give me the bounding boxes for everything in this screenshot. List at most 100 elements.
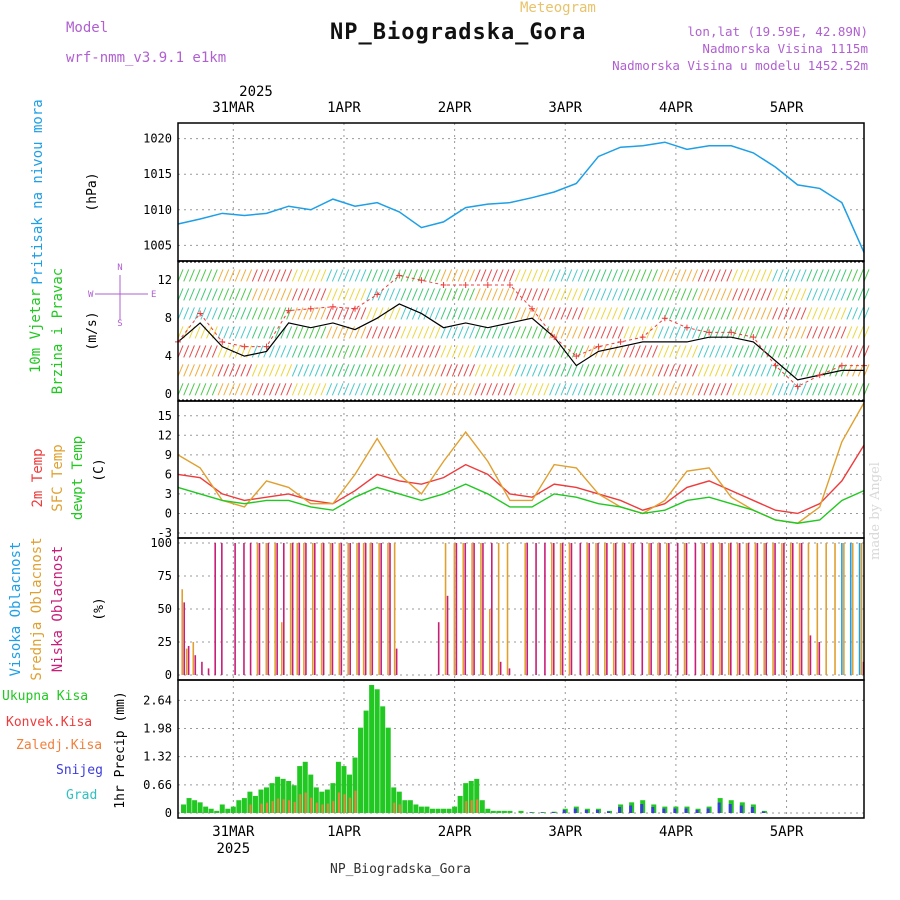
wind-barb-stroke xyxy=(669,364,676,377)
wind-barb-stroke xyxy=(406,383,413,396)
wind-barb-stroke xyxy=(280,288,287,301)
wind-barb-stroke xyxy=(840,307,847,320)
wind-barb-stroke xyxy=(251,383,258,396)
wind-barb-stroke xyxy=(852,288,859,301)
wind-barb-stroke xyxy=(663,269,670,282)
wind-barb-stroke xyxy=(714,345,721,358)
wind-barb-stroke xyxy=(583,383,590,396)
precip-bar xyxy=(252,795,258,813)
precip-snow-bar xyxy=(673,808,677,813)
wind-barb-stroke xyxy=(743,364,750,377)
wind-barb-stroke xyxy=(223,326,230,339)
wind-barb-stroke xyxy=(457,364,464,377)
precip-bar xyxy=(518,810,524,813)
wind-barb-stroke xyxy=(497,326,504,339)
wind-barb-stroke xyxy=(331,269,338,282)
wind-barb-stroke xyxy=(417,364,424,377)
wind-barb-stroke xyxy=(343,288,350,301)
wind-barb-stroke xyxy=(606,345,613,358)
wind-barb-stroke xyxy=(429,307,435,320)
wind-barb-stroke xyxy=(183,383,190,396)
wind-gust-marker xyxy=(263,343,270,350)
wind-barb-stroke xyxy=(577,288,584,301)
precip-bar xyxy=(264,787,270,813)
wind-barb-stroke xyxy=(657,288,664,301)
wind-barb-stroke xyxy=(349,326,355,339)
wind-barb-stroke xyxy=(686,307,693,320)
wind-gust-marker xyxy=(639,334,646,341)
precip-bar xyxy=(435,808,441,813)
precip-snow-bar xyxy=(651,807,655,813)
wind-barb-stroke xyxy=(783,345,790,358)
wind-barb-stroke xyxy=(446,307,453,320)
wind-barb-stroke xyxy=(331,345,338,358)
wind-barb-stroke xyxy=(394,307,401,320)
wind-barb-stroke xyxy=(274,364,281,377)
wind-barb-stroke xyxy=(326,326,333,339)
precip-bar xyxy=(413,804,419,813)
wind-barb-stroke xyxy=(343,326,350,339)
cloud-mid-axis-label: Srednja Oblacnost xyxy=(29,537,45,680)
wind-barb-stroke xyxy=(434,288,441,301)
precip-bar xyxy=(507,810,513,813)
wind-barb-stroke xyxy=(286,345,293,358)
wind-barb-stroke xyxy=(720,288,727,301)
precip-snow-bar xyxy=(540,812,544,813)
wind-barb-stroke xyxy=(469,383,476,396)
precip-snow-bar xyxy=(717,802,721,813)
wind-barb-stroke xyxy=(309,288,315,301)
wind-barb-stroke xyxy=(349,307,355,320)
wind-barb-stroke xyxy=(206,307,213,320)
wind-barb-stroke xyxy=(497,383,504,396)
cloud-tick-label: 25 xyxy=(158,635,172,649)
precip-frz-bar xyxy=(476,799,479,813)
wind-barb-stroke xyxy=(234,269,241,282)
wind-barb-stroke xyxy=(503,345,510,358)
wind-barb-stroke xyxy=(777,269,784,282)
wind-barb-stroke xyxy=(434,307,441,320)
wind-barb-stroke xyxy=(326,364,333,377)
wind-barb-stroke xyxy=(286,364,293,377)
wind-barb-stroke xyxy=(440,364,447,377)
wind-barb-stroke xyxy=(314,383,321,396)
wind-barb-stroke xyxy=(760,364,767,377)
wind-barb-stroke xyxy=(686,269,693,282)
wind-barb-stroke xyxy=(789,345,796,358)
wind-barb-stroke xyxy=(554,345,561,358)
wind-barb-stroke xyxy=(480,269,487,282)
wind-barb-stroke xyxy=(389,269,395,282)
precip-frz-bar xyxy=(343,794,346,813)
wind-barb-stroke xyxy=(360,288,367,301)
wind-barb-stroke xyxy=(640,307,647,320)
pressure-line xyxy=(177,141,865,253)
wind-barb-stroke xyxy=(509,326,516,339)
precip-bar xyxy=(181,804,187,813)
precip-snow-bar xyxy=(618,807,622,813)
wind-barb-stroke xyxy=(223,383,230,396)
wind-barb-stroke xyxy=(817,269,824,282)
wind-barb-stroke xyxy=(657,364,664,377)
wind-barb-stroke xyxy=(594,364,601,377)
precip-frz-bar xyxy=(288,800,291,813)
precip-unit-label: 1hr Precip (mm) xyxy=(113,691,128,808)
wind-barb-stroke xyxy=(366,326,373,339)
wind-barb-stroke xyxy=(457,288,464,301)
wind-barb-stroke xyxy=(720,345,727,358)
wind-barb-stroke xyxy=(720,364,727,377)
wind-barb-stroke xyxy=(303,326,310,339)
wind-barb-stroke xyxy=(303,345,310,358)
precip-bar xyxy=(396,791,402,813)
wind-barb-stroke xyxy=(234,326,241,339)
wind-barb-stroke xyxy=(823,383,830,396)
wind-barb-stroke xyxy=(789,307,796,320)
wind-barb-stroke xyxy=(257,383,264,396)
wind-barb-stroke xyxy=(549,307,556,320)
wind-barb-stroke xyxy=(280,345,287,358)
precip-snow-bar xyxy=(750,807,754,813)
precip-frz-bar xyxy=(337,792,340,813)
wind-barb-stroke xyxy=(800,345,807,358)
panel-frame xyxy=(177,260,865,402)
wind-barb-stroke xyxy=(663,383,670,396)
wind-barb-stroke xyxy=(812,345,819,358)
precip-bar xyxy=(352,757,358,813)
